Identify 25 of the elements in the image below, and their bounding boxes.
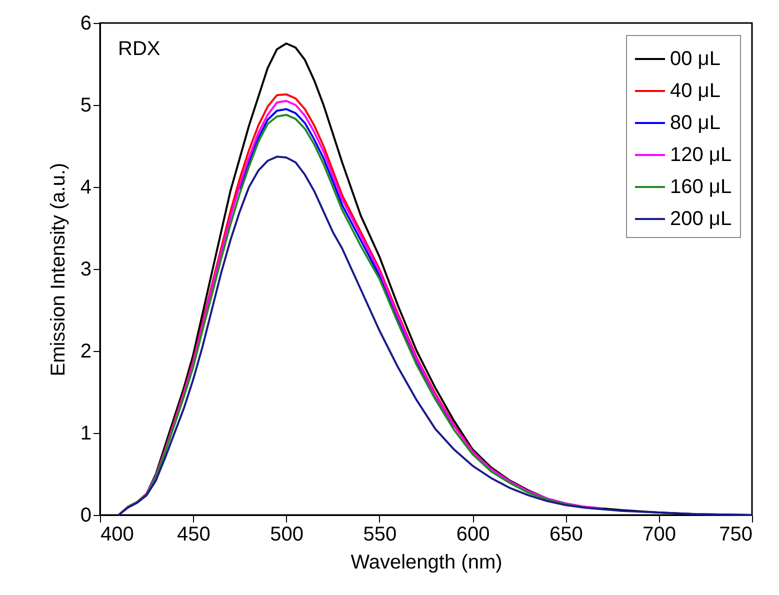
x-tick-label: 750 [719,524,752,546]
legend-label: 160 μL [670,176,732,198]
legend-label: 00 μL [670,48,720,70]
y-axis-title: Emission Intensity (a.u.) [47,162,70,376]
annotation: RDX [118,38,160,60]
y-tick-label: 6 [80,12,92,34]
x-tick-label: 550 [363,524,397,546]
x-tick-label: 500 [270,524,304,546]
legend-label: 80 μL [670,112,720,134]
y-tick-label: 1 [80,422,92,444]
y-tick-label: 4 [80,176,92,198]
y-tick-label: 2 [80,340,92,362]
x-axis-title: Wavelength (nm) [350,552,502,574]
legend-label: 40 μL [670,80,720,102]
legend-label: 200 μL [670,208,732,230]
x-tick-label: 450 [176,524,210,546]
x-tick-label: 650 [550,524,583,546]
y-tick-label: 0 [80,504,92,526]
x-tick-label: 600 [456,524,490,546]
y-tick-label: 3 [80,258,92,280]
x-tick-label: 700 [642,524,676,546]
y-tick-label: 5 [80,94,92,116]
legend-label: 120 μL [670,144,732,166]
x-tick-label: 400 [100,524,134,546]
line-series [238,108,455,428]
